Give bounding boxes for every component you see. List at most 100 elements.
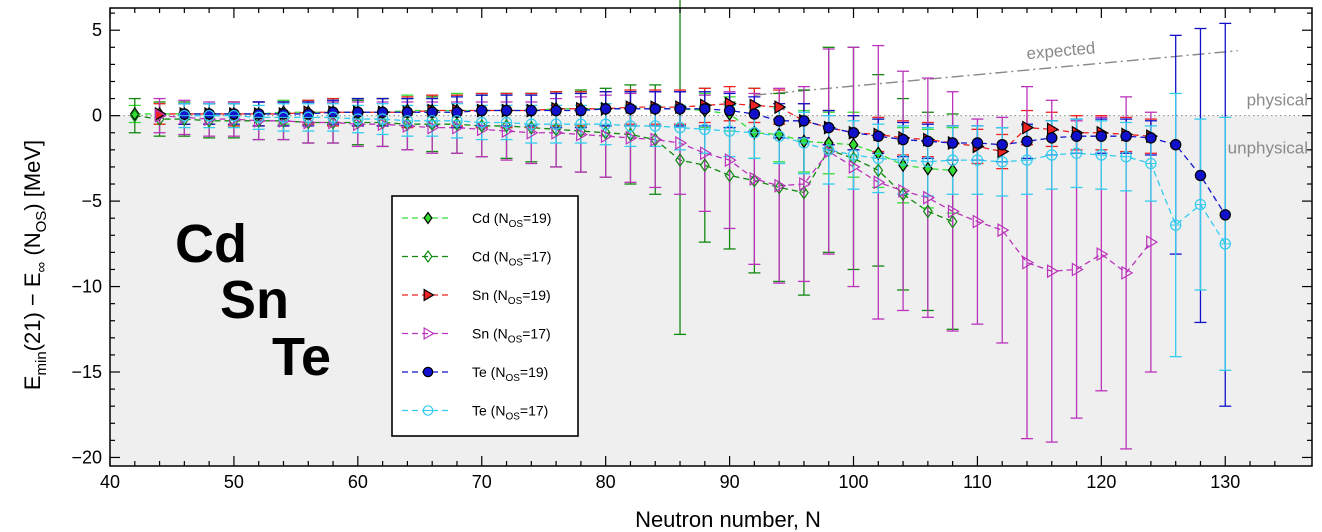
data-point [1046, 264, 1059, 279]
y-tick-label: −20 [71, 447, 102, 467]
data-point [873, 175, 886, 190]
data-point [625, 130, 638, 145]
data-point [748, 108, 761, 120]
y-tick-label: 0 [92, 106, 102, 126]
data-point [922, 204, 933, 219]
data-point [402, 118, 415, 133]
y-tick-label: −15 [71, 362, 102, 382]
data-point [277, 108, 290, 120]
data-point [624, 103, 637, 115]
data-point [873, 163, 884, 178]
legend-label: Cd (NOS=19) [472, 210, 551, 230]
data-point [452, 120, 465, 135]
data-point [724, 153, 737, 168]
data-point [848, 151, 859, 166]
data-point [946, 137, 959, 149]
data-point [1194, 169, 1207, 182]
data-point [302, 108, 314, 120]
data-point [526, 120, 537, 135]
svg-text:Emin(21) − E∞ (NOS) [MeV]: Emin(21) − E∞ (NOS) [MeV] [20, 140, 50, 390]
data-point [600, 129, 613, 144]
data-point [699, 158, 710, 173]
data-point [1022, 120, 1035, 135]
data-point [352, 115, 363, 130]
y-tick-label: −5 [81, 191, 102, 211]
data-point [923, 190, 936, 205]
x-tick-label: 90 [720, 472, 740, 492]
legend-label: Sn (NOS=17) [472, 326, 551, 346]
y-axis-label: Emin(21) − E∞ (NOS) [MeV] [20, 140, 50, 390]
data-point [1120, 130, 1132, 142]
data-point [426, 106, 438, 118]
data-point [599, 103, 612, 115]
data-point [724, 168, 735, 183]
plot-frame [109, 7, 1313, 467]
data-point [1096, 247, 1109, 262]
data-point [1022, 255, 1035, 270]
y-tick-label: 5 [92, 20, 102, 40]
data-point [649, 103, 661, 115]
data-point [773, 115, 785, 127]
data-point [675, 153, 685, 168]
x-tick-label: 40 [100, 472, 120, 492]
data-point [525, 104, 538, 117]
data-point [774, 180, 785, 195]
x-tick-label: 100 [838, 472, 868, 492]
annotation-physical: physical [1247, 90, 1308, 109]
data-point [749, 171, 762, 186]
x-tick-label: 60 [348, 472, 368, 492]
data-point [799, 185, 809, 200]
data-point [1046, 132, 1058, 144]
data-point [898, 183, 911, 198]
expected-line [754, 50, 1238, 96]
annotation-expected: expected [1026, 38, 1096, 63]
data-markers [129, 96, 1231, 280]
legend-label: Cd (NOS=17) [472, 249, 551, 269]
data-point [971, 137, 984, 149]
data-point [823, 142, 834, 157]
element-label-cd: Cd [175, 214, 247, 274]
data-point [1146, 235, 1159, 250]
data-point [997, 223, 1010, 238]
y-tick-label: −10 [71, 277, 102, 297]
data-point [823, 121, 835, 134]
data-point [1071, 262, 1084, 277]
x-tick-label: 120 [1086, 472, 1116, 492]
data-point [774, 100, 787, 115]
x-axis-label: Neutron number, N [635, 507, 821, 532]
data-point [799, 176, 812, 192]
data-point [674, 103, 686, 115]
data-point [947, 204, 960, 219]
data-point [1070, 130, 1083, 142]
data-point [576, 127, 589, 142]
data-point [1095, 130, 1108, 142]
x-tick-label: 130 [1210, 472, 1240, 492]
element-label-te: Te [272, 327, 331, 387]
legend-box [391, 195, 579, 437]
data-point [1121, 265, 1134, 280]
data-point [500, 104, 513, 117]
data-point [1219, 209, 1231, 221]
data-point [476, 104, 488, 117]
data-point [402, 117, 413, 132]
data-point [699, 103, 711, 115]
data-point [872, 130, 884, 142]
data-point [451, 106, 463, 118]
data-point [798, 115, 810, 127]
data-point [996, 139, 1008, 151]
data-point [427, 120, 440, 135]
x-tick-label: 50 [224, 472, 244, 492]
data-point [422, 366, 434, 378]
data-point [353, 117, 366, 132]
data-point [401, 106, 414, 118]
data-point [328, 115, 341, 130]
data-point [253, 108, 265, 120]
legend-label: Sn (NOS=19) [472, 287, 551, 307]
data-point [129, 106, 140, 122]
data-point [947, 214, 958, 229]
data-point [377, 117, 390, 132]
data-point [749, 173, 760, 188]
data-point [1145, 132, 1157, 144]
